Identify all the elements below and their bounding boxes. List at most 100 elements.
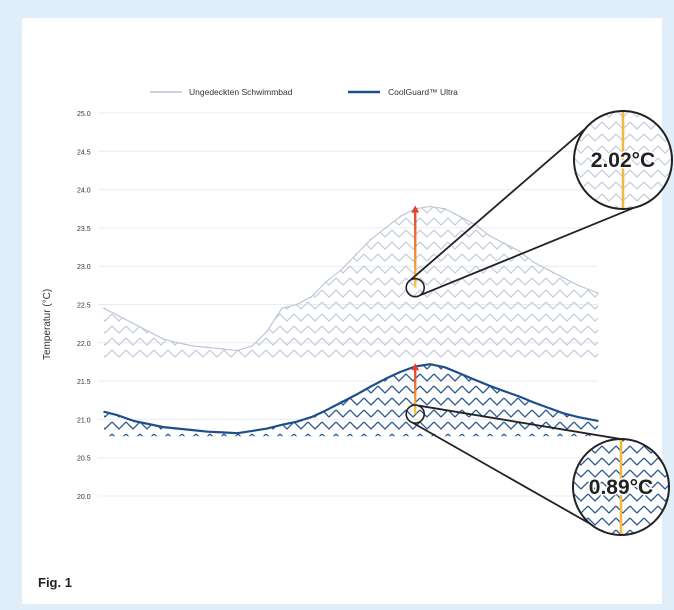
data-point — [547, 269, 550, 271]
y-axis-label: Temperatur (°C) — [42, 289, 53, 360]
y-tick-label: 24.5 — [77, 149, 91, 156]
magnifier-ring — [573, 110, 673, 210]
data-point — [177, 427, 179, 430]
data-point — [384, 378, 387, 380]
data-point — [597, 292, 599, 294]
data-point — [325, 280, 328, 283]
y-tick-label: 22.0 — [77, 341, 91, 348]
data-point — [118, 414, 120, 417]
data-point — [192, 345, 194, 347]
data-point — [458, 372, 461, 375]
data-point — [103, 410, 105, 413]
callout-connector — [409, 117, 598, 281]
y-tick-label: 23.0 — [77, 264, 91, 271]
data-point — [192, 429, 194, 431]
data-point — [577, 284, 580, 287]
magnifier-ring — [572, 438, 670, 536]
data-point — [458, 215, 461, 218]
data-point — [132, 322, 135, 325]
data-point — [429, 363, 431, 366]
data-point — [399, 215, 402, 218]
data-point — [369, 238, 372, 241]
data-point — [177, 342, 179, 344]
data-point — [532, 261, 535, 264]
callout-connector — [418, 404, 638, 443]
data-point — [429, 205, 431, 208]
arrow-head — [411, 205, 420, 213]
difference-arrow — [414, 210, 417, 288]
data-point — [444, 366, 446, 369]
data-point — [162, 338, 165, 340]
y-tick-label: 23.5 — [77, 226, 91, 233]
callout-connector — [411, 421, 606, 534]
data-point — [488, 234, 491, 237]
data-point — [444, 207, 446, 210]
y-tick-label: 20.5 — [77, 456, 91, 463]
data-point — [132, 420, 135, 422]
data-point — [281, 423, 283, 426]
y-tick-label: 21.5 — [77, 379, 91, 386]
data-point — [532, 401, 535, 404]
data-point — [562, 276, 565, 279]
data-point — [340, 401, 342, 404]
data-point — [355, 394, 357, 396]
series-area-1 — [104, 364, 598, 437]
data-point — [325, 409, 328, 412]
data-point — [310, 416, 313, 418]
data-point — [547, 407, 550, 409]
callout-anchor-ring — [405, 404, 426, 424]
data-point — [518, 250, 520, 252]
data-point — [147, 423, 150, 425]
data-point — [488, 384, 491, 387]
magnifier-arrow-bar — [621, 111, 625, 209]
callout-connector — [419, 200, 649, 297]
data-point — [562, 412, 565, 415]
data-point — [399, 371, 402, 373]
data-point — [206, 430, 209, 433]
data-point — [503, 390, 505, 392]
data-point — [266, 330, 268, 333]
data-point — [310, 296, 313, 298]
data-point — [251, 430, 253, 432]
figure-label: Fig. 1 — [38, 575, 72, 590]
y-tick-label: 21.0 — [77, 417, 91, 424]
data-point — [221, 348, 224, 350]
y-tick-label: 22.5 — [77, 303, 91, 310]
data-point — [473, 378, 476, 381]
data-point — [236, 432, 239, 434]
legend-label: Ungedeckten Schwimmbad — [189, 87, 293, 97]
y-tick-label: 24.0 — [77, 188, 91, 195]
difference-label: 2.02°C — [591, 149, 655, 172]
data-point — [503, 242, 505, 245]
data-point — [251, 345, 253, 347]
data-point — [518, 395, 520, 398]
callout-anchor-ring — [405, 277, 426, 298]
difference-label: 0.89°C — [589, 476, 653, 499]
data-point — [597, 420, 599, 422]
data-point — [577, 416, 580, 418]
data-point — [295, 303, 298, 306]
data-point — [266, 427, 268, 430]
series-line-0 — [103, 205, 599, 352]
y-tick-label: 25.0 — [77, 111, 91, 118]
data-point — [384, 227, 387, 229]
arrow-head — [411, 363, 420, 371]
data-point — [281, 307, 283, 310]
data-point — [162, 426, 165, 428]
data-point — [340, 269, 342, 271]
data-point — [206, 346, 209, 349]
legend-label: CoolGuard™ Ultra — [388, 87, 458, 97]
y-tick-label: 20.0 — [77, 494, 91, 501]
data-point — [355, 253, 357, 256]
data-point — [369, 385, 372, 388]
data-point — [103, 307, 105, 310]
data-point — [295, 420, 298, 423]
magnifier-arrow-bar — [619, 439, 623, 535]
data-point — [221, 431, 224, 434]
difference-arrow — [414, 368, 417, 415]
data-point — [118, 315, 120, 317]
series-line-1 — [103, 363, 599, 435]
series-area-0 — [104, 206, 598, 359]
data-point — [236, 349, 239, 352]
